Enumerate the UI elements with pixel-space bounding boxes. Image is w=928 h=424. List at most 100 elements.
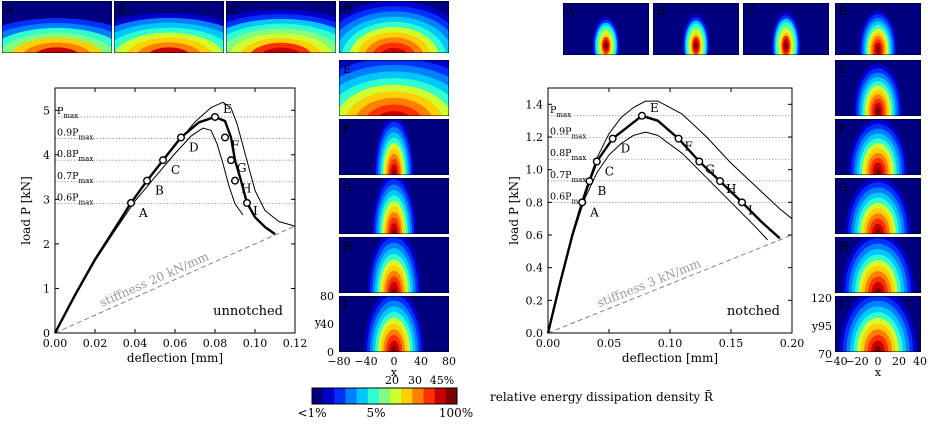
point-label: G [705,163,715,177]
point-label: E [223,102,232,116]
point-label: H [726,182,736,196]
colorbar-top-label: 45% [430,374,454,387]
point-E [637,111,646,120]
point-B [585,177,594,186]
map-panel-label: A [5,4,15,17]
map-contour [163,52,175,53]
pmax-label: 0.9Pmax [57,128,93,142]
x-tick-label: 0.06 [163,337,188,350]
energy-map-field [835,178,921,234]
colorbar-segment [323,388,335,404]
map-contour [50,52,64,53]
point-label: B [155,184,164,198]
pmax-label-main: P [57,106,64,117]
map-x-tick: 40 [913,355,927,368]
colorbar-segment [434,388,447,404]
map-contour [392,228,396,234]
energy-map-field [743,3,829,55]
map-x-label: x [391,366,398,379]
point-F [220,133,229,142]
energy-map-field [226,1,336,53]
colorbar-bottom-label: 100% [439,406,473,420]
point-label: F [685,140,693,154]
map-contour [875,228,881,234]
y-tick-label: 0.4 [526,262,544,275]
map-y-label: y [314,316,322,329]
stiffness-label: stiffness 20 kN/mm [97,249,211,310]
x-tick-label: 0.00 [536,337,561,350]
colorbar: 20 30 45% <1% 5% 100% relative energy dissipat… [297,374,714,420]
colorbar-bottom-label: <1% [297,406,326,420]
pmax-label-sub: max [572,176,587,184]
point-label: H [241,182,251,196]
energy-map-field [835,119,921,175]
point-label: E [650,101,659,115]
y-tick-label: 1.0 [526,164,544,177]
map-contour [874,346,882,352]
map-contour [378,111,410,116]
colorbar-segment [378,388,391,404]
x-tick-label: 0.00 [43,337,68,350]
plot-frame [547,87,793,334]
map-x-tick: 0 [875,355,882,368]
y-tick-label: 0.6 [526,229,544,242]
colorbar-bottom-label: 5% [366,406,385,420]
y-tick-label: 0.8 [526,196,544,209]
point-E [210,112,219,121]
pmax-label: 0.8Pmax [550,148,586,162]
y-tick-label: 3 [43,193,50,206]
energy-map-field [339,237,449,293]
point-label: A [138,206,148,220]
map-x-tick: 40 [414,355,428,368]
pmax-label: Pmax [57,106,78,120]
series-line-upper [547,100,793,334]
map-panel-label: C [230,4,238,17]
chart-annotation: unnotched [213,304,283,319]
point-D [608,134,617,143]
map-contour [366,104,422,116]
pmax-label-main: P [550,105,557,116]
x-tick-label: 0.10 [658,337,683,350]
map-x-tick: 80 [442,355,456,368]
colorbar-segment [412,388,424,404]
map-contour [262,47,300,53]
energy-map-field [339,60,449,116]
map-contour [391,287,397,293]
y-axis-label: load P [kN] [19,176,33,245]
energy-map-field [339,119,449,175]
colorbar-top-label: 30 [408,374,422,387]
colorbar-segment [401,388,413,404]
point-A [126,198,135,207]
point-label: D [189,140,199,154]
y-tick-label: 4 [43,149,50,162]
map-contour [874,287,882,293]
colorbar-segment [334,388,346,404]
map-panel-label: H [839,240,849,253]
stiffness-line [547,234,793,334]
series-line-mean [53,115,276,334]
energy-map-field [835,60,921,116]
map-x-tick: −40 [824,355,847,368]
pmax-label: 0.7Pmax [57,171,93,185]
energy-map-field [835,3,921,55]
point-C [158,156,167,165]
y-tick-label: 1 [43,282,50,295]
map-contour [875,107,881,116]
point-D [176,133,185,142]
map-x-tick: −20 [845,355,868,368]
map-contour [604,42,608,49]
energy-map-field [835,237,921,293]
map-y-tick: 40 [320,318,334,331]
colorbar-segment [356,388,369,404]
x-tick-label: 0.12 [283,337,308,350]
pmax-label-sub: max [79,134,94,142]
pmax-label-main: 0.7P [550,170,572,181]
map-panel-label: A [566,5,576,18]
point-label: I [748,203,753,217]
energy-map-field [835,296,921,352]
map-x-tick: 0 [391,355,398,368]
map-y-tick: 120 [811,292,832,305]
